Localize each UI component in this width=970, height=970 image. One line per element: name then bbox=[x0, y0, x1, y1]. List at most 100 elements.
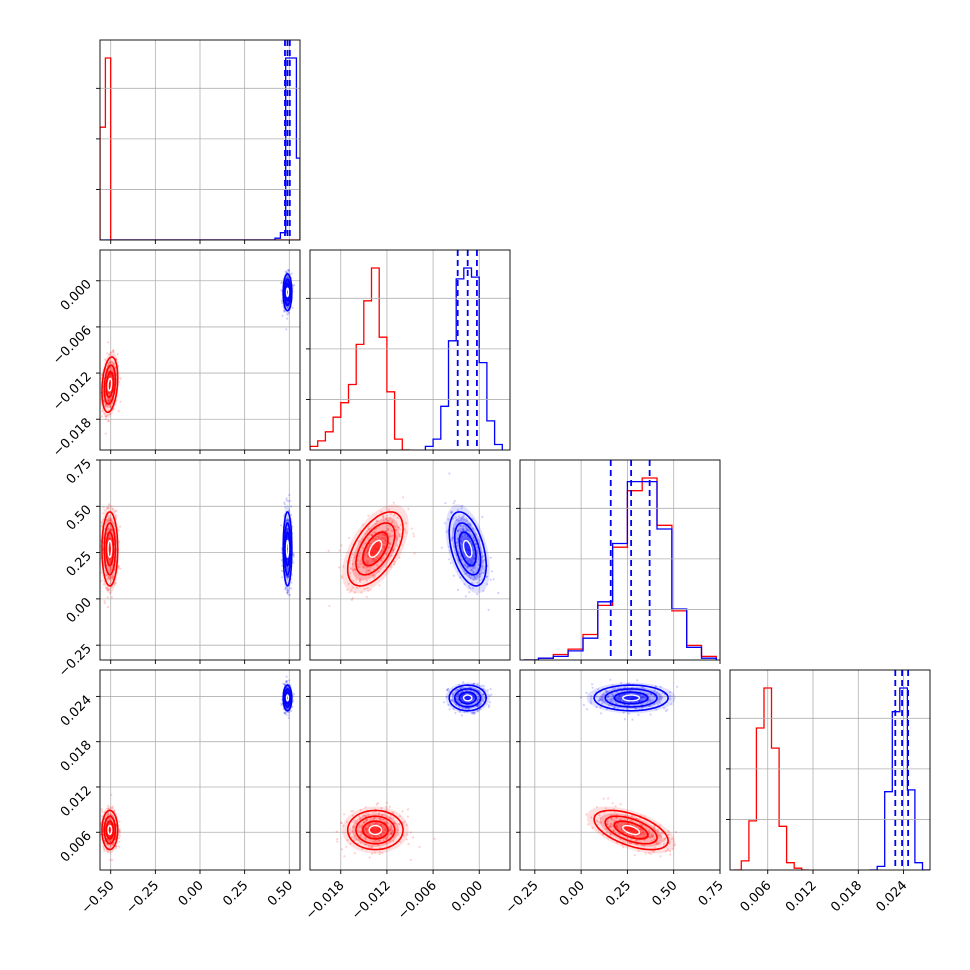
sample-point-red bbox=[103, 509, 106, 512]
sample-point-blue bbox=[447, 703, 450, 707]
sample-point-red bbox=[94, 545, 96, 547]
sample-point-blue bbox=[456, 509, 460, 512]
contour-blue bbox=[604, 688, 658, 708]
sample-point-blue bbox=[658, 701, 661, 704]
sample-point-blue bbox=[620, 696, 623, 700]
sample-point-red bbox=[110, 520, 113, 523]
sample-point-red bbox=[389, 534, 392, 538]
sample-point-red bbox=[352, 569, 355, 572]
sample-point-red bbox=[374, 836, 377, 839]
sample-point-blue bbox=[481, 555, 484, 559]
sample-point-blue bbox=[670, 703, 673, 706]
sample-point-red bbox=[102, 848, 105, 851]
sample-point-blue bbox=[451, 537, 455, 540]
sample-point-red bbox=[109, 813, 112, 816]
contour-inner-blue bbox=[285, 539, 290, 558]
sample-point-blue bbox=[285, 680, 288, 683]
contour-red bbox=[105, 371, 115, 398]
sample-point-red bbox=[650, 834, 654, 837]
sample-point-blue bbox=[469, 559, 472, 562]
sample-point-red bbox=[365, 831, 369, 835]
sample-point-red bbox=[604, 827, 607, 831]
sample-point-blue bbox=[450, 511, 453, 515]
x-tick-label: −0.25 bbox=[123, 878, 162, 917]
sample-point-red bbox=[109, 568, 113, 571]
sample-point-red bbox=[109, 374, 112, 377]
sample-point-red bbox=[106, 527, 110, 530]
sample-point-red bbox=[108, 558, 111, 561]
sample-point-red bbox=[108, 413, 111, 416]
sample-point-red bbox=[363, 814, 366, 817]
sample-point-blue bbox=[661, 696, 664, 699]
sample-point-red bbox=[655, 843, 658, 846]
sample-point-red bbox=[609, 825, 612, 828]
sample-point-red bbox=[390, 565, 393, 568]
sample-point-red bbox=[117, 567, 120, 570]
sample-point-red bbox=[390, 832, 393, 835]
sample-point-red bbox=[101, 410, 104, 413]
sample-point-blue bbox=[445, 696, 448, 699]
sample-point-blue bbox=[597, 699, 601, 703]
sample-point-red bbox=[621, 829, 624, 832]
sample-point-blue bbox=[464, 533, 467, 536]
sample-point-blue bbox=[461, 537, 464, 540]
sample-point-blue bbox=[658, 693, 661, 696]
sample-point-red bbox=[108, 577, 111, 580]
x-tick-label: −0.25 bbox=[503, 878, 542, 917]
sample-point-red bbox=[103, 412, 106, 415]
sample-point-blue bbox=[656, 691, 659, 694]
sample-point-red bbox=[108, 391, 111, 394]
sample-point-blue bbox=[446, 687, 450, 691]
sample-point-red bbox=[107, 576, 111, 579]
sample-point-red bbox=[349, 572, 352, 575]
sample-point-blue bbox=[287, 519, 290, 522]
y-tick-label: 0.012 bbox=[58, 783, 95, 820]
y-tick-label: −0.012 bbox=[50, 369, 95, 414]
sample-point-blue bbox=[482, 571, 485, 575]
sample-point-red bbox=[369, 542, 373, 545]
sample-point-red bbox=[110, 566, 113, 569]
sample-point-red bbox=[356, 565, 360, 568]
sample-point-red bbox=[108, 834, 111, 837]
sample-point-blue bbox=[458, 710, 461, 714]
sample-point-red bbox=[599, 821, 603, 824]
sample-point-red bbox=[107, 817, 110, 820]
sample-point-red bbox=[359, 833, 362, 836]
sample-point-red bbox=[340, 544, 343, 547]
contour-red bbox=[103, 815, 117, 845]
sample-point-red bbox=[397, 526, 400, 529]
sample-point-blue bbox=[622, 711, 625, 714]
sample-point-red bbox=[381, 831, 385, 834]
sample-point-red bbox=[365, 530, 368, 533]
sample-point-blue bbox=[612, 693, 615, 697]
contour-red bbox=[593, 809, 669, 851]
sample-point-blue bbox=[285, 328, 288, 331]
sample-point-red bbox=[607, 825, 611, 828]
sample-point-red bbox=[639, 827, 642, 830]
contour-blue bbox=[458, 531, 477, 567]
sample-point-red bbox=[118, 840, 121, 843]
sample-point-red bbox=[109, 566, 112, 569]
sample-point-red bbox=[405, 522, 408, 525]
sample-point-red bbox=[388, 805, 391, 809]
sample-point-red bbox=[595, 806, 599, 809]
sample-point-blue bbox=[492, 578, 495, 581]
sample-point-red bbox=[385, 809, 388, 812]
sample-point-blue bbox=[482, 567, 485, 570]
contour-red bbox=[105, 531, 115, 567]
sample-point-red bbox=[100, 571, 103, 574]
sample-point-red bbox=[360, 557, 363, 560]
sample-point-red bbox=[109, 518, 112, 521]
sample-point-red bbox=[108, 840, 111, 843]
sample-point-blue bbox=[471, 559, 474, 562]
sample-point-red bbox=[109, 374, 112, 377]
sample-point-blue bbox=[450, 510, 453, 513]
sample-point-red bbox=[105, 518, 108, 521]
sample-point-red bbox=[100, 815, 104, 818]
sample-point-blue bbox=[471, 587, 474, 590]
panel-content bbox=[100, 670, 300, 870]
histogram-blue bbox=[869, 687, 930, 870]
sample-point-blue bbox=[293, 283, 296, 287]
sample-point-blue bbox=[290, 272, 293, 275]
x-tick-label: 0.50 bbox=[649, 878, 680, 909]
